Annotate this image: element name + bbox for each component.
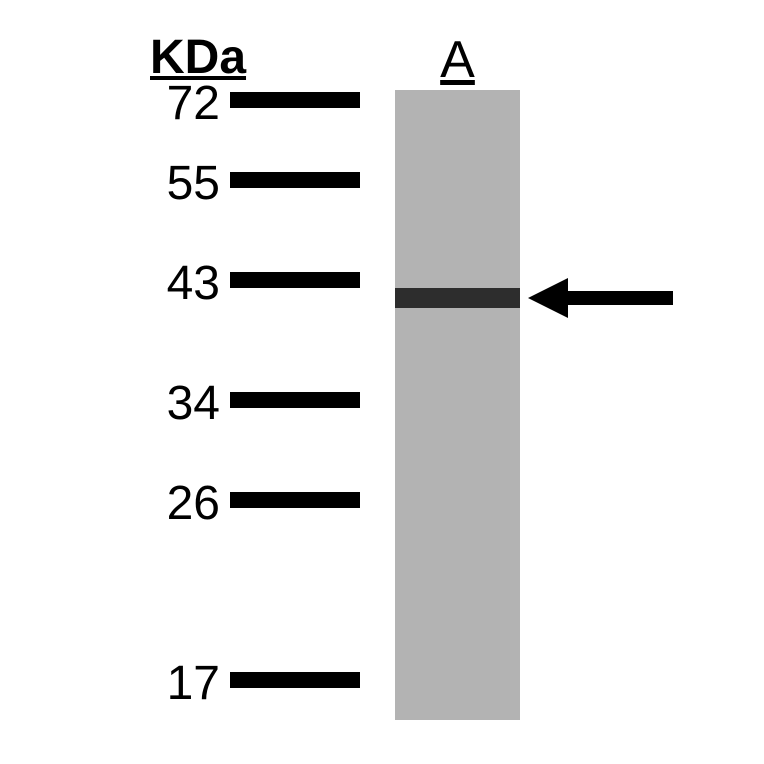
mw-marker-tick: [230, 492, 360, 508]
lane-label: A: [395, 30, 520, 90]
band: [395, 288, 520, 308]
mw-marker-label: 34: [167, 376, 220, 431]
lane: [395, 90, 520, 720]
mw-marker-tick: [230, 672, 360, 688]
mw-marker-label: 72: [167, 76, 220, 131]
mw-marker-tick: [230, 272, 360, 288]
mw-marker-tick: [230, 172, 360, 188]
mw-marker-label: 26: [167, 476, 220, 531]
blot-figure: KDa725543342617A: [0, 0, 764, 764]
mw-marker-label: 43: [167, 256, 220, 311]
mw-marker-label: 17: [167, 656, 220, 711]
mw-marker-label: 55: [167, 156, 220, 211]
band-arrow-icon: [528, 278, 673, 318]
mw-marker-tick: [230, 392, 360, 408]
mw-marker-tick: [230, 92, 360, 108]
